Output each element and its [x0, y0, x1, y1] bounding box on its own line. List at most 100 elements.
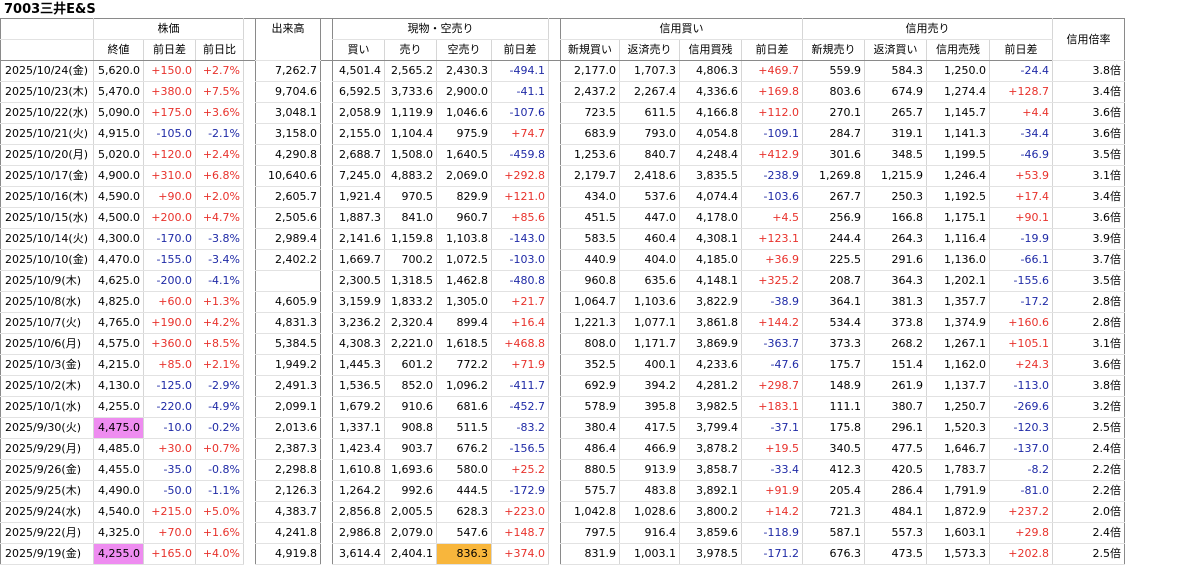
cell-diff[interactable]: -170.0 — [143, 228, 196, 250]
cell-mb-diff[interactable]: -37.1 — [741, 417, 803, 439]
cell-sell[interactable]: 3,733.6 — [384, 81, 437, 103]
cell-mb-new[interactable]: 831.9 — [560, 543, 620, 565]
cell-margin-ratio[interactable]: 3.9倍 — [1052, 228, 1125, 250]
cell-date[interactable]: 2025/10/23(木) — [0, 81, 94, 103]
cell-ms-new[interactable]: 803.6 — [802, 81, 865, 103]
cell-date[interactable]: 2025/10/16(木) — [0, 186, 94, 208]
cell-buy[interactable]: 1,887.3 — [332, 207, 385, 229]
cell-ms-repay[interactable]: 364.3 — [864, 270, 927, 292]
cell-mb-diff[interactable]: +298.7 — [741, 375, 803, 397]
cell-mb-repay[interactable]: 793.0 — [619, 123, 680, 145]
cell-close[interactable]: 4,540.0 — [93, 501, 144, 523]
cell-mb-repay[interactable]: 1,028.6 — [619, 501, 680, 523]
cell-short[interactable]: 2,430.3 — [436, 60, 492, 82]
cell-buy[interactable]: 2,986.8 — [332, 522, 385, 544]
cell-close[interactable]: 4,300.0 — [93, 228, 144, 250]
cell-short[interactable]: 2,900.0 — [436, 81, 492, 103]
cell-ms-new[interactable]: 208.7 — [802, 270, 865, 292]
cell-mb-diff[interactable]: -103.6 — [741, 186, 803, 208]
cell-buy[interactable]: 2,058.9 — [332, 102, 385, 124]
cell-diff[interactable]: -125.0 — [143, 375, 196, 397]
cell-ms-diff[interactable]: -120.3 — [989, 417, 1053, 439]
cell-margin-ratio[interactable]: 3.2倍 — [1052, 396, 1125, 418]
cell-ms-new[interactable]: 256.9 — [802, 207, 865, 229]
cell-volume[interactable]: 4,290.8 — [255, 144, 321, 166]
cell-pct[interactable]: +6.8% — [195, 165, 244, 187]
cell-pct[interactable]: +4.0% — [195, 543, 244, 565]
cell-ms-balance[interactable]: 1,357.7 — [926, 291, 990, 313]
cell-spot-diff[interactable]: +16.4 — [491, 312, 549, 334]
cell-ms-diff[interactable]: +237.2 — [989, 501, 1053, 523]
cell-close[interactable]: 4,130.0 — [93, 375, 144, 397]
cell-buy[interactable]: 1,610.8 — [332, 459, 385, 481]
cell-sell[interactable]: 601.2 — [384, 354, 437, 376]
cell-mb-repay[interactable]: 916.4 — [619, 522, 680, 544]
cell-spot-diff[interactable]: -156.5 — [491, 438, 549, 460]
cell-buy[interactable]: 1,669.7 — [332, 249, 385, 271]
cell-mb-balance[interactable]: 4,233.6 — [679, 354, 742, 376]
cell-ms-balance[interactable]: 1,116.4 — [926, 228, 990, 250]
cell-ms-repay[interactable]: 584.3 — [864, 60, 927, 82]
cell-date[interactable]: 2025/10/24(金) — [0, 60, 94, 82]
cell-ms-diff[interactable]: +4.4 — [989, 102, 1053, 124]
cell-diff[interactable]: -35.0 — [143, 459, 196, 481]
cell-pct[interactable]: +0.7% — [195, 438, 244, 460]
cell-ms-repay[interactable]: 674.9 — [864, 81, 927, 103]
cell-pct[interactable]: +1.6% — [195, 522, 244, 544]
cell-pct[interactable]: -4.1% — [195, 270, 244, 292]
cell-ms-diff[interactable]: +160.6 — [989, 312, 1053, 334]
cell-pct[interactable]: +8.5% — [195, 333, 244, 355]
cell-mb-new[interactable]: 683.9 — [560, 123, 620, 145]
cell-ms-diff[interactable]: -8.2 — [989, 459, 1053, 481]
cell-ms-new[interactable]: 175.8 — [802, 417, 865, 439]
cell-short[interactable]: 676.2 — [436, 438, 492, 460]
cell-mb-repay[interactable]: 913.9 — [619, 459, 680, 481]
cell-sell[interactable]: 1,159.8 — [384, 228, 437, 250]
cell-spot-diff[interactable]: +25.2 — [491, 459, 549, 481]
cell-mb-repay[interactable]: 466.9 — [619, 438, 680, 460]
cell-margin-ratio[interactable]: 2.2倍 — [1052, 459, 1125, 481]
cell-buy[interactable]: 3,236.2 — [332, 312, 385, 334]
cell-date[interactable]: 2025/10/22(水) — [0, 102, 94, 124]
cell-mb-balance[interactable]: 4,806.3 — [679, 60, 742, 82]
cell-ms-balance[interactable]: 1,872.9 — [926, 501, 990, 523]
cell-volume[interactable]: 4,919.8 — [255, 543, 321, 565]
cell-buy[interactable]: 2,141.6 — [332, 228, 385, 250]
cell-ms-new[interactable]: 559.9 — [802, 60, 865, 82]
cell-short[interactable]: 2,069.0 — [436, 165, 492, 187]
cell-volume[interactable] — [255, 270, 321, 292]
cell-date[interactable]: 2025/10/2(木) — [0, 375, 94, 397]
cell-buy[interactable]: 1,536.5 — [332, 375, 385, 397]
cell-buy[interactable]: 6,592.5 — [332, 81, 385, 103]
cell-mb-new[interactable]: 451.5 — [560, 207, 620, 229]
cell-ms-balance[interactable]: 1,136.0 — [926, 249, 990, 271]
cell-sell[interactable]: 4,883.2 — [384, 165, 437, 187]
cell-ms-balance[interactable]: 1,250.0 — [926, 60, 990, 82]
cell-ms-repay[interactable]: 373.8 — [864, 312, 927, 334]
cell-mb-repay[interactable]: 2,418.6 — [619, 165, 680, 187]
cell-date[interactable]: 2025/9/22(月) — [0, 522, 94, 544]
cell-date[interactable]: 2025/10/9(木) — [0, 270, 94, 292]
cell-volume[interactable]: 2,989.4 — [255, 228, 321, 250]
cell-volume[interactable]: 2,505.6 — [255, 207, 321, 229]
cell-date[interactable]: 2025/10/1(水) — [0, 396, 94, 418]
cell-sell[interactable]: 903.7 — [384, 438, 437, 460]
cell-margin-ratio[interactable]: 3.6倍 — [1052, 102, 1125, 124]
cell-mb-diff[interactable]: -47.6 — [741, 354, 803, 376]
cell-diff[interactable]: +90.0 — [143, 186, 196, 208]
cell-ms-balance[interactable]: 1,374.9 — [926, 312, 990, 334]
cell-spot-diff[interactable]: -107.6 — [491, 102, 549, 124]
cell-buy[interactable]: 7,245.0 — [332, 165, 385, 187]
cell-volume[interactable]: 1,949.2 — [255, 354, 321, 376]
cell-mb-diff[interactable]: -363.7 — [741, 333, 803, 355]
cell-ms-diff[interactable]: -17.2 — [989, 291, 1053, 313]
cell-ms-balance[interactable]: 1,783.7 — [926, 459, 990, 481]
cell-mb-new[interactable]: 2,177.0 — [560, 60, 620, 82]
cell-buy[interactable]: 2,155.0 — [332, 123, 385, 145]
cell-mb-new[interactable]: 434.0 — [560, 186, 620, 208]
cell-short[interactable]: 829.9 — [436, 186, 492, 208]
cell-ms-repay[interactable]: 473.5 — [864, 543, 927, 565]
cell-spot-diff[interactable]: +292.8 — [491, 165, 549, 187]
cell-date[interactable]: 2025/10/15(水) — [0, 207, 94, 229]
cell-buy[interactable]: 2,856.8 — [332, 501, 385, 523]
